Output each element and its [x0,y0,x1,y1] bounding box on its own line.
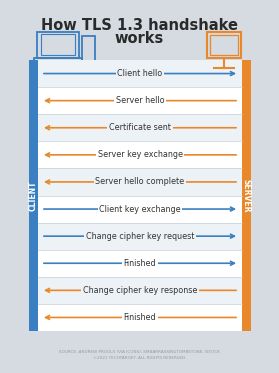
Bar [38,250,242,277]
Bar [38,141,242,168]
Text: Change cipher key request: Change cipher key request [86,232,194,241]
Bar [38,60,242,331]
Text: Client hello: Client hello [117,69,163,78]
Text: SERVER: SERVER [242,179,251,212]
Bar [38,87,242,114]
Text: Server hello: Server hello [116,96,164,105]
Text: CLIENT: CLIENT [29,180,38,211]
Bar [38,60,242,87]
Text: Server hello complete: Server hello complete [95,178,185,186]
Bar [38,168,242,195]
Text: Change cipher key response: Change cipher key response [83,286,197,295]
Text: Finished: Finished [124,313,156,322]
Text: Server key exchange: Server key exchange [97,150,182,159]
Bar [38,195,242,223]
Text: Certificate sent: Certificate sent [109,123,171,132]
Text: How TLS 1.3 handshake: How TLS 1.3 handshake [41,18,238,33]
Bar [29,60,38,331]
Text: Finished: Finished [124,259,156,268]
Bar [38,223,242,250]
Text: Client key exchange: Client key exchange [99,204,181,214]
Text: SOURCE: ANDREW PROULX (VIA ICONS); EMBARRASSINGTOMBSTONE; ISTOCK
©2021 TECHTARGE: SOURCE: ANDREW PROULX (VIA ICONS); EMBAR… [59,350,220,360]
Text: works: works [115,31,164,46]
Bar [38,304,242,331]
Bar [242,60,251,331]
Bar [38,277,242,304]
Bar [38,114,242,141]
